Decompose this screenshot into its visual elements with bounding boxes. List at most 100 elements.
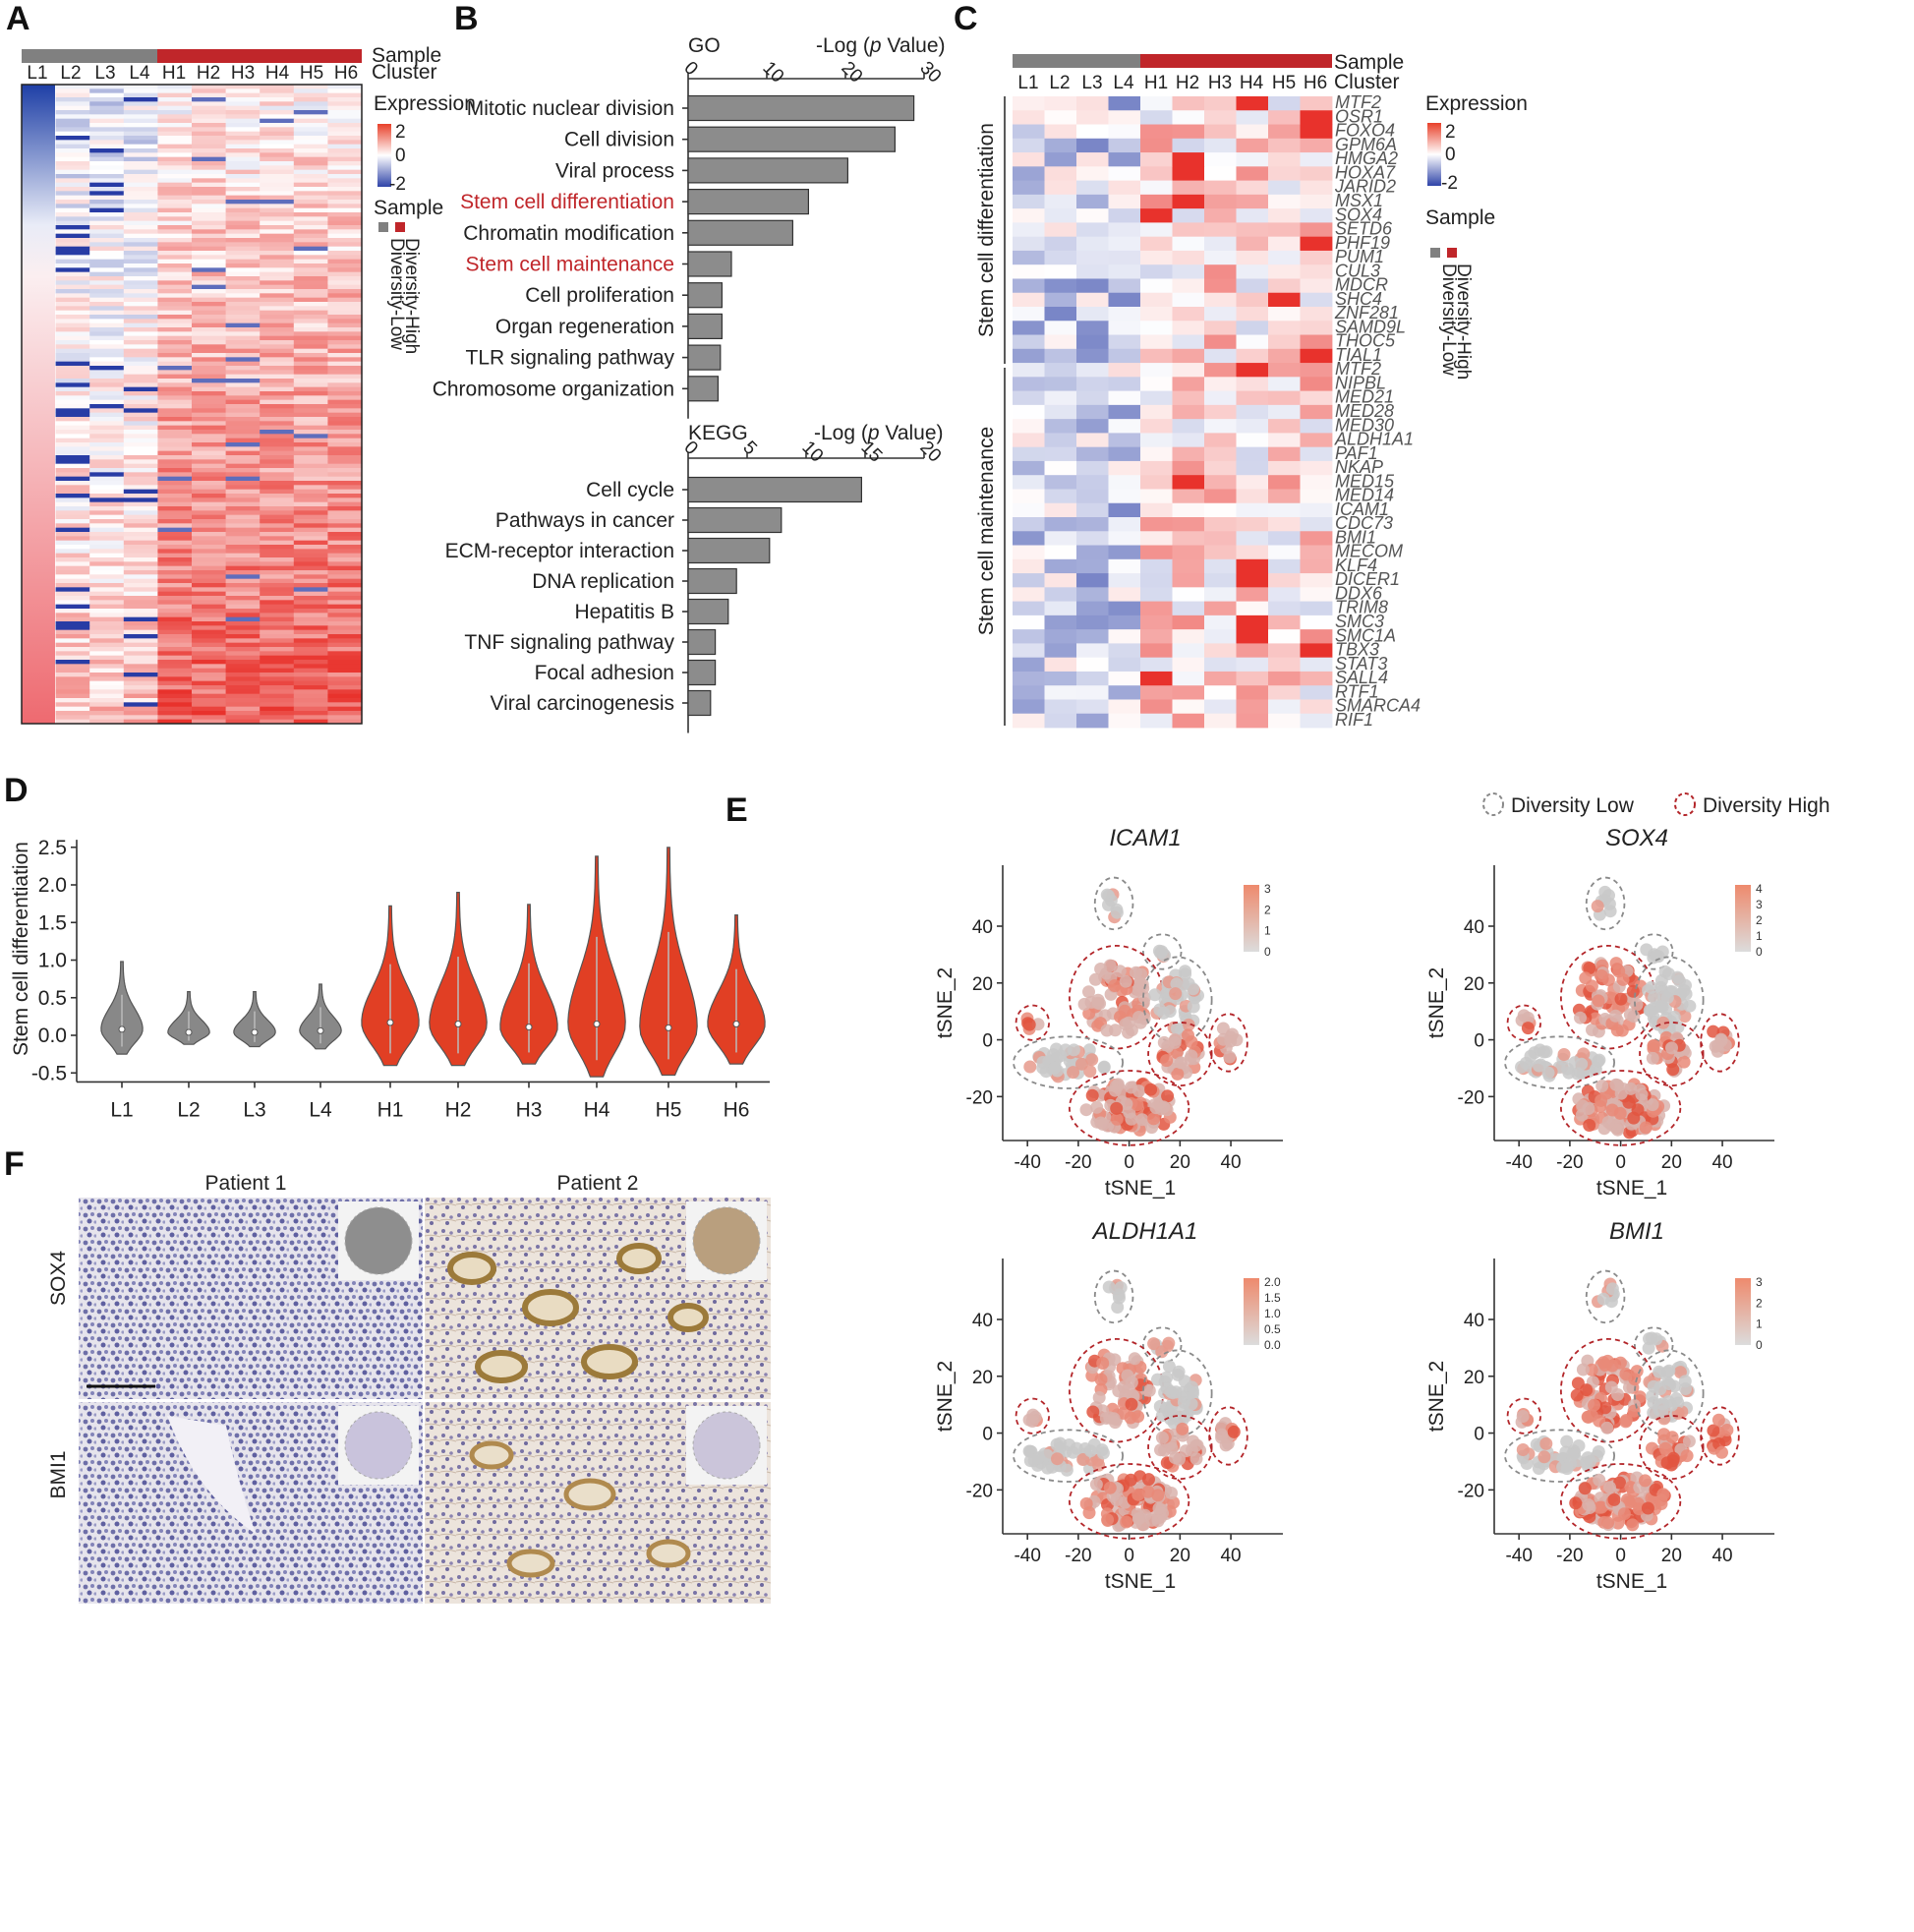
heatmap-cell xyxy=(1108,531,1141,546)
heatmap-cell xyxy=(89,97,125,102)
tsne-point xyxy=(1108,1083,1122,1097)
tsne-point xyxy=(1102,1280,1116,1294)
heatmap-cell xyxy=(55,561,90,567)
heatmap-cell xyxy=(1204,587,1237,602)
heatmap-cell xyxy=(89,446,125,452)
tsne-point xyxy=(1646,1098,1659,1112)
gene-label: SMC1A xyxy=(1335,625,1396,645)
heatmap-cell xyxy=(293,655,328,661)
heatmap-cell xyxy=(1076,208,1109,223)
gene-label: SAMD9L xyxy=(1335,317,1406,336)
heatmap-cell xyxy=(260,225,295,230)
tsne-point xyxy=(1179,1444,1192,1458)
heatmap-cell xyxy=(192,455,227,460)
heatmap-cell xyxy=(293,600,328,606)
tsne-point xyxy=(1574,1011,1587,1025)
heatmap-cell xyxy=(157,195,193,201)
heatmap-cell xyxy=(1140,166,1173,181)
x-tick-label: 40 xyxy=(1711,1546,1732,1566)
heatmap-cell xyxy=(225,319,261,324)
heatmap-cell xyxy=(293,382,328,388)
heatmap-cell xyxy=(89,574,125,580)
tsne-point xyxy=(1683,999,1697,1013)
heatmap-cell xyxy=(1013,96,1045,111)
heatmap-cell xyxy=(327,212,363,217)
bar xyxy=(687,659,717,686)
heatmap-cell xyxy=(293,361,328,367)
heatmap-cell xyxy=(157,144,193,149)
cluster-outline-high xyxy=(1506,1397,1542,1434)
heatmap-cell xyxy=(123,293,158,299)
tsne-point xyxy=(1167,1495,1181,1509)
heatmap-cell xyxy=(1204,390,1237,406)
heatmap-cell xyxy=(225,476,261,482)
tsne-point xyxy=(1169,987,1183,1001)
heatmap-cell xyxy=(225,110,261,115)
heatmap-cell xyxy=(260,574,295,580)
heatmap-cell xyxy=(225,404,261,409)
heatmap-cell xyxy=(327,293,363,299)
heatmap-cell xyxy=(225,629,261,635)
heatmap-cell xyxy=(293,233,328,239)
heatmap-cell xyxy=(55,110,90,115)
heatmap-cell xyxy=(327,616,363,622)
heatmap-cell xyxy=(192,660,227,665)
expression-scale xyxy=(377,124,391,187)
heatmap-cell xyxy=(55,609,90,614)
heatmap-cell xyxy=(1076,390,1109,406)
heatmap-cell xyxy=(1268,180,1301,196)
heatmap-cell xyxy=(123,118,158,124)
heatmap-cell xyxy=(260,463,295,469)
tsne-point xyxy=(1597,1122,1611,1136)
heatmap-cell xyxy=(1236,558,1269,574)
tsne-point xyxy=(1541,1066,1555,1080)
legend-sample-label: Sample xyxy=(374,197,443,219)
violin-median xyxy=(317,1026,324,1034)
heatmap-cell xyxy=(225,583,261,588)
heatmap-cell xyxy=(293,331,328,337)
heatmap-cell xyxy=(1204,601,1237,616)
cluster-outline-low xyxy=(1633,1326,1674,1364)
heatmap-cell xyxy=(157,127,193,133)
heatmap-cell xyxy=(225,289,261,294)
heatmap-cell xyxy=(55,527,90,533)
x-tick-label: 0 xyxy=(1124,1152,1134,1173)
heatmap-cell xyxy=(225,105,261,111)
tsne-point xyxy=(1147,1112,1160,1126)
cluster-outline-high xyxy=(1506,1004,1542,1041)
heatmap-cell xyxy=(192,152,227,158)
heatmap-cell xyxy=(260,238,295,243)
heatmap-cell xyxy=(225,706,261,712)
heatmap-cell xyxy=(225,182,261,188)
heatmap-cell xyxy=(293,442,328,447)
heatmap-cell xyxy=(123,169,158,175)
heatmap-cell xyxy=(123,459,158,465)
heatmap-cell xyxy=(192,557,227,562)
heatmap-cell xyxy=(1268,502,1301,518)
heatmap-cell xyxy=(293,152,328,158)
heatmap-cell xyxy=(1108,390,1141,406)
heatmap-cell xyxy=(1204,334,1237,350)
y-tick-label: 0 xyxy=(1474,1031,1484,1052)
heatmap-cell xyxy=(1204,180,1237,196)
heatmap-cell xyxy=(157,404,193,409)
tsne-point xyxy=(1176,1404,1189,1418)
heatmap-cell xyxy=(225,225,261,230)
heatmap-cell xyxy=(123,417,158,422)
heatmap-cell xyxy=(1108,545,1141,560)
gene-label: THOC5 xyxy=(1335,331,1396,351)
heatmap-cell xyxy=(1300,446,1333,462)
tsne-point xyxy=(1048,1061,1062,1075)
heatmap-cell xyxy=(327,165,363,171)
heatmap-cell xyxy=(157,306,193,312)
heatmap-cell xyxy=(55,421,90,427)
heatmap-cell xyxy=(157,519,193,524)
heatmap-cell xyxy=(293,680,328,686)
heatmap-cell xyxy=(225,212,261,217)
y-tick-label: 0 xyxy=(982,1031,993,1052)
heatmap-cell xyxy=(225,527,261,533)
heatmap-cell xyxy=(293,693,328,699)
heatmap-cell xyxy=(260,302,295,307)
heatmap-cell xyxy=(225,557,261,562)
